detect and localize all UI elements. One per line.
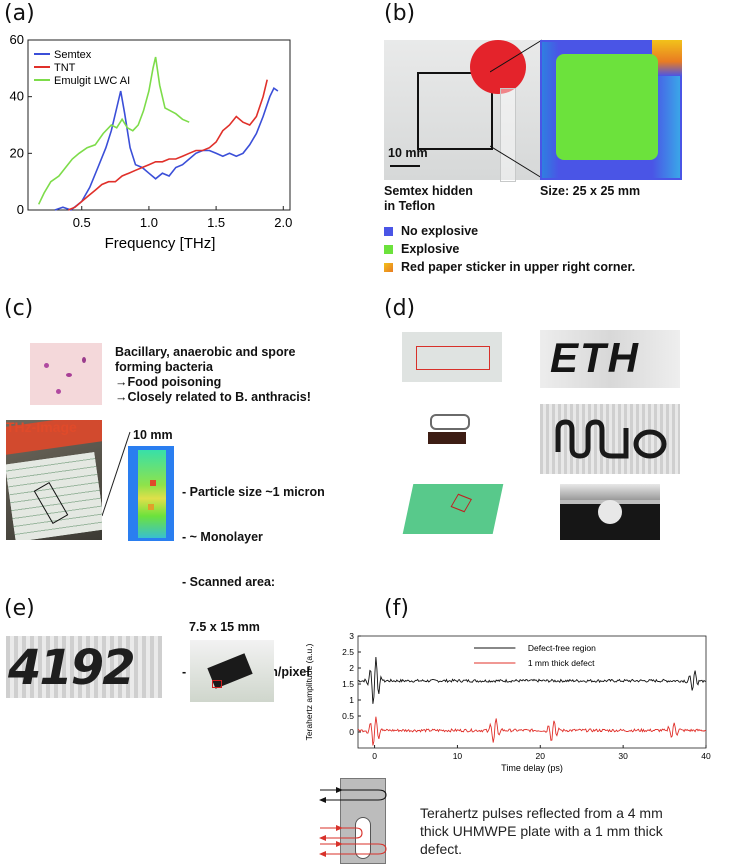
- x-tick-label: 1.5: [207, 215, 225, 230]
- y-tick-label: 20: [10, 145, 24, 160]
- roi-box: [417, 72, 493, 150]
- legend-label: Emulgit LWC AI: [54, 75, 130, 87]
- scale-bar: [390, 165, 420, 167]
- legend-item: No explosive: [384, 222, 635, 240]
- b-legend: No explosive Explosive Red paper sticker…: [384, 222, 635, 276]
- zoom-connectors: [490, 39, 543, 179]
- wire-thz-image: [540, 404, 680, 474]
- reflection-arrows: [319, 787, 387, 857]
- series-line: [37, 56, 190, 205]
- plot-frame: [357, 635, 707, 749]
- y-tick-label: 2.5: [342, 647, 354, 657]
- caption-semtex: Semtex hidden in Teflon: [384, 184, 473, 213]
- x-tick-label: 30: [618, 751, 628, 761]
- eth-letters: ETH: [550, 334, 640, 381]
- y-tick-label: 0: [349, 727, 354, 737]
- x-tick-label: 20: [536, 751, 546, 761]
- time-domain-chart: 0 10 20 30 40 0 0.5 1 1.5 2 2.5 3 Defect-free regio…: [304, 631, 711, 773]
- x-tick-label: 10: [453, 751, 463, 761]
- x-tick-label: 1.0: [140, 215, 158, 230]
- y-tick-label: 3: [349, 631, 354, 641]
- y-tick-label: 2: [349, 663, 354, 673]
- legend-swatch: [384, 226, 393, 236]
- legend-swatch: [384, 244, 393, 254]
- thz-sample-photo: [6, 420, 102, 540]
- plate-photo: [402, 332, 502, 382]
- thz-image-title: THz-Image: [6, 419, 77, 435]
- caption-size: Size: 25 x 25 mm: [540, 184, 641, 198]
- series-line: [67, 79, 268, 211]
- y-tick-label: 1: [349, 695, 354, 705]
- green-plate-photo: [402, 484, 504, 534]
- teflon-edge: [500, 88, 516, 182]
- legend-swatch: [384, 262, 393, 272]
- wire-photo: [420, 412, 476, 464]
- y-tick-label: 0: [17, 202, 24, 217]
- serial-number-thz-image: 4192: [6, 636, 162, 698]
- y-tick-label: 60: [10, 32, 24, 47]
- serial-digits: 4192: [8, 640, 136, 696]
- series-line: [357, 716, 707, 746]
- x-axis-label: Frequency [THz]: [105, 235, 216, 252]
- thz-zoom-lines: [102, 431, 131, 517]
- y-tick-label: 0.5: [342, 711, 354, 721]
- x-tick-label: 0: [372, 751, 377, 761]
- panel-label-e: (e): [4, 596, 35, 621]
- panel-label-c: (c): [4, 296, 34, 321]
- panel-label-b: (b): [384, 1, 416, 26]
- legend-item: Explosive: [384, 240, 635, 258]
- defect-thz-image: [560, 484, 660, 540]
- eth-thz-image: ETH: [540, 330, 680, 388]
- legend-label: Semtex: [54, 49, 92, 61]
- plate-schematic: [340, 778, 386, 864]
- y-tick-label: 1.5: [342, 679, 354, 689]
- y-axis-label: Terahertz amplitude (a.u.): [304, 643, 314, 740]
- bacteria-description: Bacillary, anaerobic and spore forming b…: [115, 345, 311, 404]
- legend-item: Red paper sticker in upper right corner.: [384, 258, 635, 276]
- legend-label: TNT: [54, 62, 76, 74]
- teflon-photo: 10 mm: [384, 40, 540, 182]
- scale-bar-label: 10 mm: [388, 146, 428, 160]
- legend-label: 1 mm thick defect: [528, 658, 595, 668]
- explosive-region: [556, 54, 658, 160]
- thz-scan-image: [540, 40, 682, 180]
- x-axis-label: Time delay (ps): [501, 763, 563, 773]
- y-tick-label: 40: [10, 89, 24, 104]
- card-photo: [190, 640, 274, 702]
- legend-label: Defect-free region: [528, 643, 596, 653]
- x-tick-label: 40: [701, 751, 711, 761]
- wire-trace: [555, 419, 667, 459]
- series-line: [357, 656, 707, 704]
- plot-frame: [27, 39, 291, 211]
- panel-label-f: (f): [384, 596, 409, 621]
- thz-scale-label: 10 mm: [133, 428, 173, 442]
- series-line: [54, 87, 279, 211]
- panel-label-d: (d): [384, 296, 416, 321]
- f-caption: Terahertz pulses reflected from a 4 mm t…: [420, 805, 663, 857]
- bacteria-thz-scan: [128, 446, 174, 541]
- bacteria-micrograph: [30, 343, 102, 405]
- x-tick-label: 0.5: [73, 215, 91, 230]
- panel-label-a: (a): [4, 1, 35, 26]
- x-tick-label: 2.0: [274, 215, 292, 230]
